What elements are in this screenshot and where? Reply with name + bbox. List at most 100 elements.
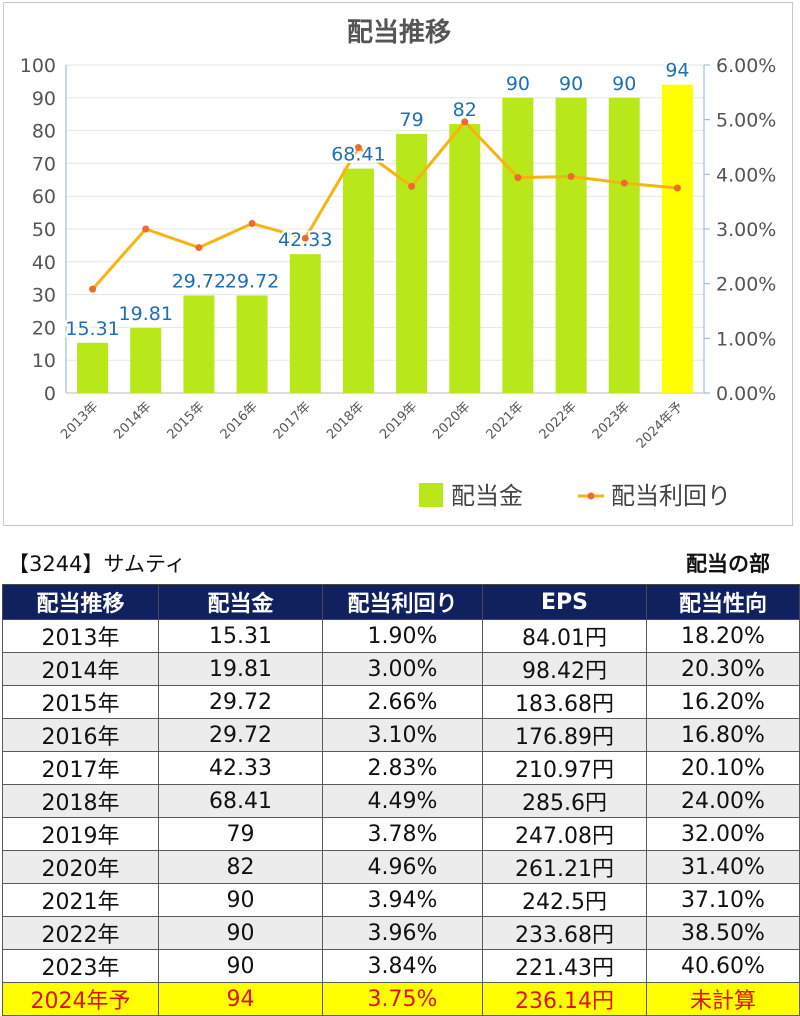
x-tick-label: 2021年 — [484, 399, 527, 442]
x-tick-label: 2015年 — [165, 399, 208, 442]
point-yield — [142, 225, 150, 233]
point-yield — [354, 144, 362, 152]
bar-data-label: 19.81 — [119, 303, 173, 325]
cell-period: 2018年 — [2, 784, 159, 818]
x-tick-label: 2020年 — [430, 399, 473, 442]
x-tick-label: 2023年 — [590, 399, 633, 442]
cell-dividend: 29.72 — [158, 685, 323, 719]
cell-eps: 242.5円 — [482, 883, 647, 917]
y2-tick-label: 1.00% — [716, 328, 776, 350]
cell-yield: 4.49% — [322, 784, 483, 818]
cell-payout: 16.80% — [646, 718, 800, 752]
col-header-eps: EPS — [482, 584, 647, 620]
bar-data-label: 79 — [399, 109, 423, 131]
point-yield — [301, 234, 309, 242]
legend-label-yield: 配当利回り — [611, 482, 731, 510]
table-row: 2019年 79 3.78% 247.08円 32.00% — [2, 817, 800, 851]
point-yield — [620, 179, 628, 187]
bar-dividend — [342, 168, 374, 393]
bar-dividend — [236, 295, 268, 393]
cell-period: 2015年 — [2, 685, 159, 719]
col-header-dividend: 配当金 — [158, 584, 323, 620]
dividend-chart: 配当推移 0 10 20 30 40 50 60 70 80 90 100 0.00% 1.00% 2.00… — [20, 18, 777, 510]
cell-payout: 37.10% — [646, 883, 800, 917]
cell-yield: 3.10% — [322, 718, 483, 752]
table-body: 2013年 15.31 1.90% 84.01円 18.20% 2014年 19.81 3.0… — [2, 619, 800, 1016]
cell-payout: 40.60% — [646, 949, 800, 983]
x-tick-label: 2018年 — [324, 399, 367, 442]
bar-dividend — [289, 254, 321, 393]
cell-payout: 未計算 — [646, 982, 800, 1016]
table-row: 2021年 90 3.94% 242.5円 37.10% — [2, 883, 800, 917]
table-row-forecast: 2024年予 94 3.75% 236.14円 未計算 — [2, 982, 800, 1016]
cell-yield: 3.75% — [322, 982, 483, 1016]
cell-dividend: 90 — [158, 916, 323, 950]
bar-dividend — [130, 328, 162, 393]
bar-dividend — [183, 295, 215, 393]
col-header-period: 配当推移 — [2, 584, 159, 620]
cell-yield: 4.96% — [322, 850, 483, 884]
cell-period: 2014年 — [2, 652, 159, 686]
chart-panel: 配当推移 0 10 20 30 40 50 60 70 80 90 100 0.00% 1.00% 2.00… — [3, 2, 793, 526]
cell-period: 2019年 — [2, 817, 159, 851]
cell-eps: 221.43円 — [482, 949, 647, 983]
bar-data-label: 90 — [506, 73, 530, 95]
cell-payout: 24.00% — [646, 784, 800, 818]
cell-dividend: 15.31 — [158, 619, 323, 653]
table-row: 2023年 90 3.84% 221.43円 40.60% — [2, 949, 800, 983]
cell-eps: 98.42円 — [482, 652, 647, 686]
bar-data-label: 42.33 — [278, 229, 332, 251]
x-tick-label: 2013年 — [58, 399, 101, 442]
cell-eps: 285.6円 — [482, 784, 647, 818]
bar-dividend — [608, 97, 640, 394]
y-tick-label: 100 — [20, 55, 56, 77]
y-tick-label: 0 — [44, 383, 56, 405]
cell-period: 2016年 — [2, 718, 159, 752]
y-tick-label: 60 — [32, 186, 56, 208]
legend-marker-yield — [587, 492, 595, 500]
bar-data-label: 90 — [612, 73, 636, 95]
cell-payout: 16.20% — [646, 685, 800, 719]
x-tick-label: 2016年 — [218, 399, 261, 442]
bar-dividend — [449, 124, 481, 393]
y-tick-label: 90 — [32, 88, 56, 110]
cell-period: 2020年 — [2, 850, 159, 884]
cell-yield: 3.96% — [322, 916, 483, 950]
table-header: 配当推移 配当金 配当利回り EPS 配当性向 — [2, 584, 800, 620]
x-tick-label: 2014年 — [111, 399, 154, 442]
company-label: 【3244】サムティ — [8, 552, 186, 576]
legend-label-dividend: 配当金 — [451, 482, 523, 510]
point-yield — [195, 244, 203, 252]
point-yield — [567, 173, 575, 181]
col-header-payout: 配当性向 — [646, 584, 800, 620]
chart-title: 配当推移 — [347, 18, 451, 48]
legend-swatch-dividend — [419, 483, 443, 507]
cell-yield: 1.90% — [322, 619, 483, 653]
cell-period: 2022年 — [2, 916, 159, 950]
y-tick-label: 50 — [32, 219, 56, 241]
line-yield — [91, 120, 678, 291]
table-row: 2014年 19.81 3.00% 98.42円 20.30% — [2, 652, 800, 686]
point-yield — [673, 184, 681, 192]
point-yield — [408, 182, 416, 190]
cell-period: 2024年予 — [2, 982, 159, 1016]
cell-eps: 236.14円 — [482, 982, 647, 1016]
y-tick-label: 70 — [32, 153, 56, 175]
cell-eps: 210.97円 — [482, 751, 647, 785]
cell-dividend: 68.41 — [158, 784, 323, 818]
y2-tick-label: 4.00% — [716, 164, 776, 186]
cell-dividend: 82 — [158, 850, 323, 884]
y-tick-label: 40 — [32, 252, 56, 274]
cell-yield: 3.78% — [322, 817, 483, 851]
cell-dividend: 90 — [158, 883, 323, 917]
bar-dividend — [77, 342, 109, 393]
point-yield — [89, 285, 97, 293]
cell-yield: 3.00% — [322, 652, 483, 686]
bar-data-label: 29.72 — [172, 271, 226, 293]
table-row: 2018年 68.41 4.49% 285.6円 24.00% — [2, 784, 800, 818]
cell-dividend: 79 — [158, 817, 323, 851]
cell-eps: 247.08円 — [482, 817, 647, 851]
bar-data-label: 15.31 — [65, 318, 119, 340]
col-header-yield: 配当利回り — [322, 584, 483, 620]
cell-payout: 38.50% — [646, 916, 800, 950]
